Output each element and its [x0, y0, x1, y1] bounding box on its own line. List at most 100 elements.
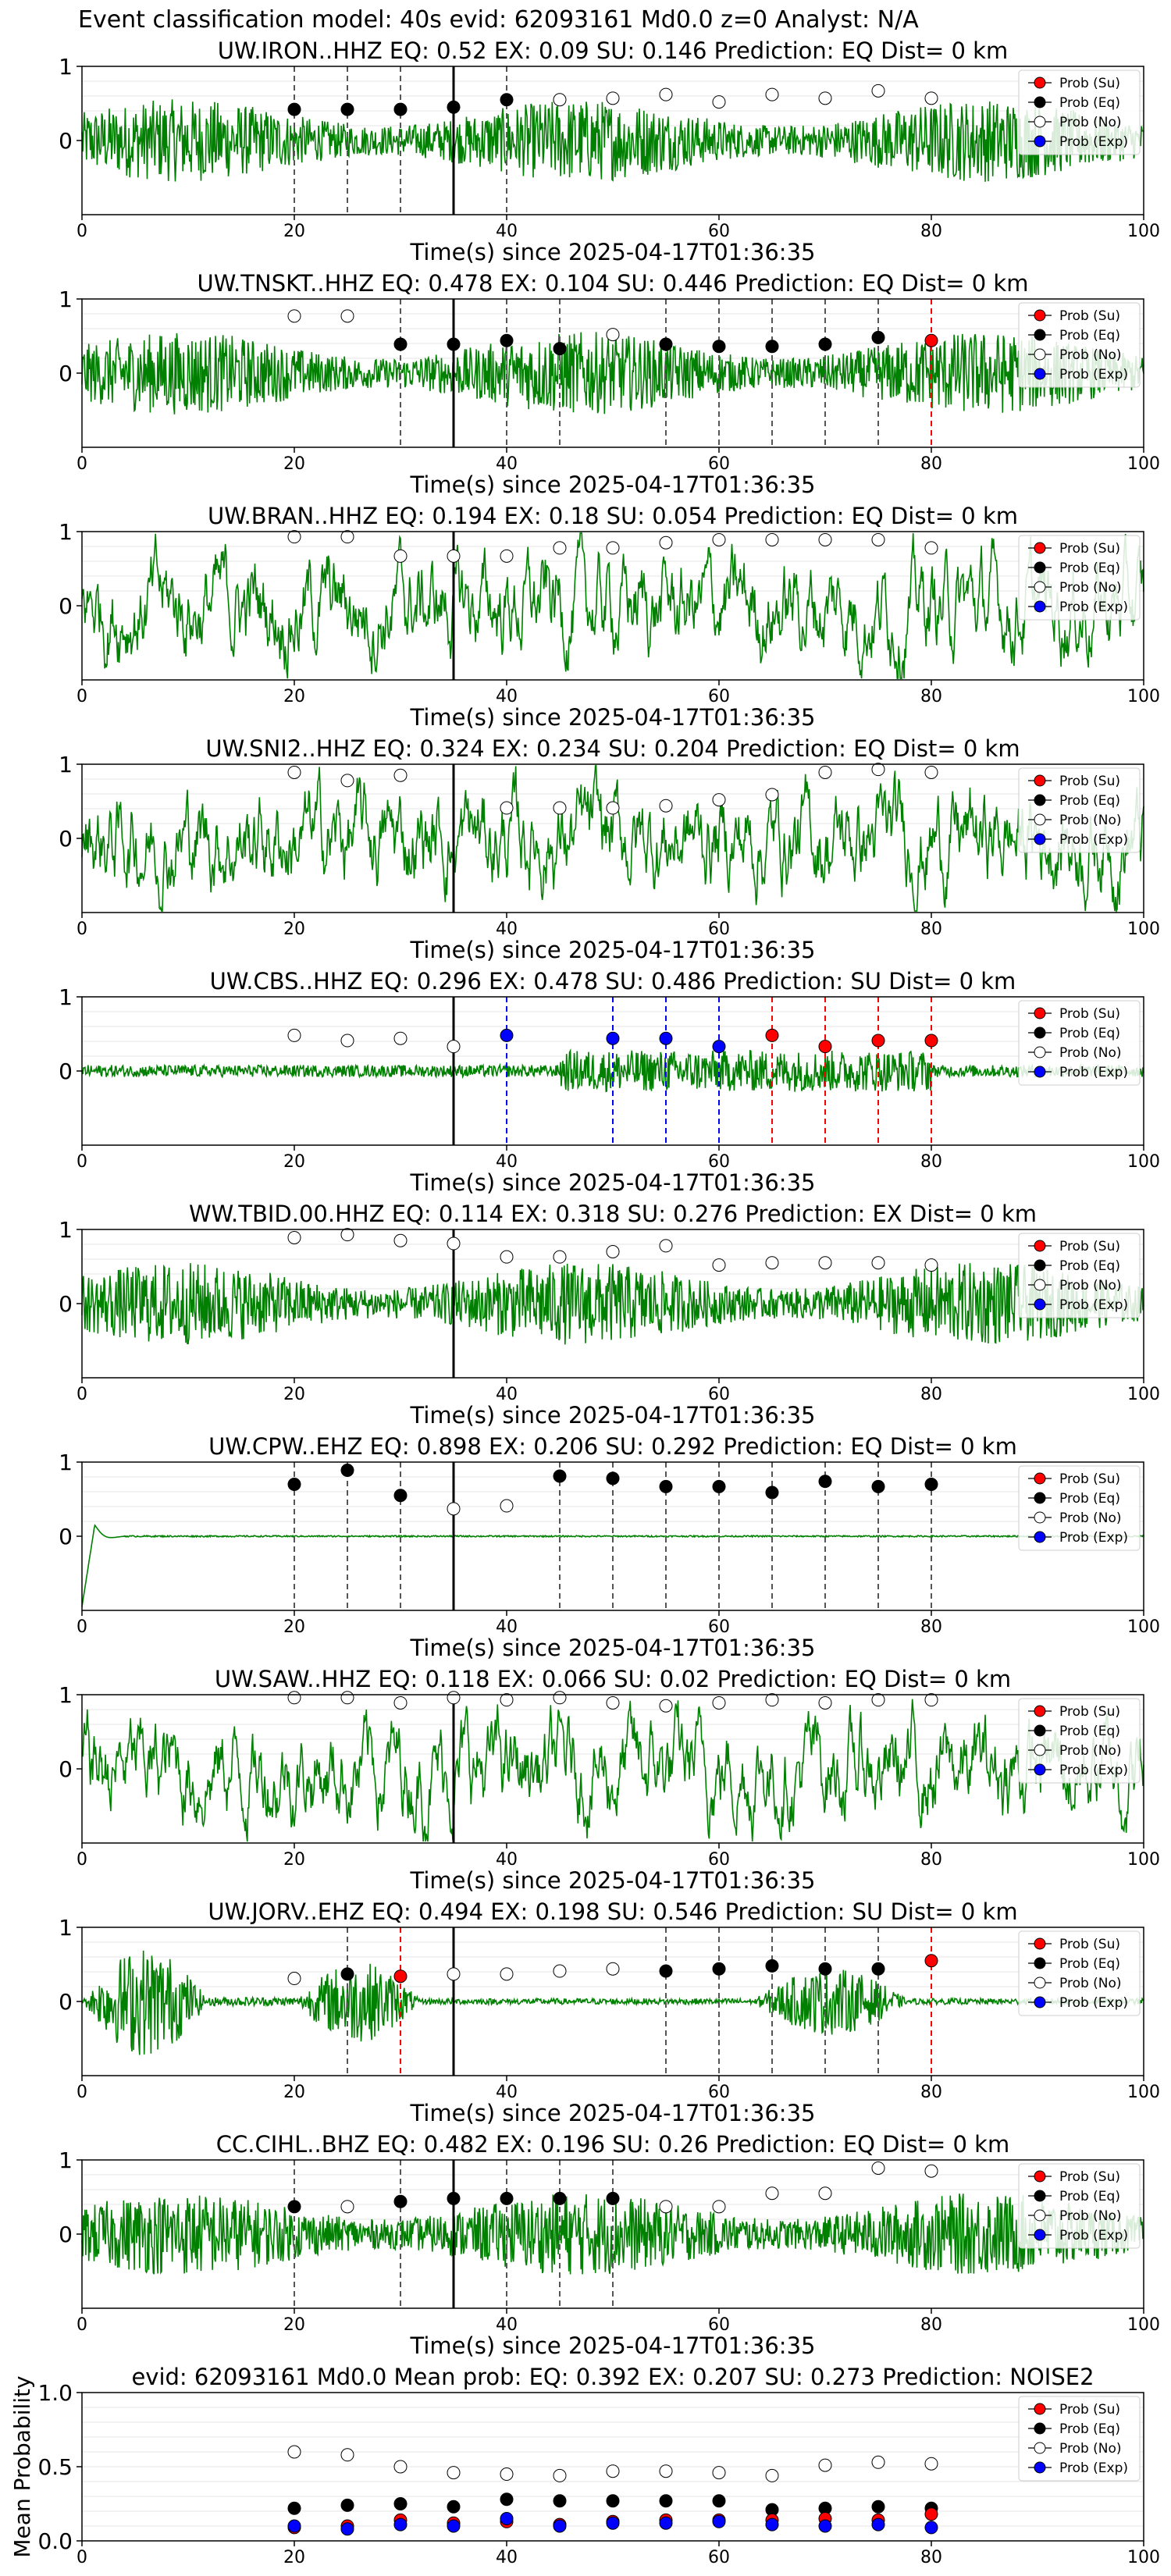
prob-marker: [447, 2191, 461, 2205]
prob-marker: [500, 93, 514, 107]
x-tick-label: 100: [1127, 2315, 1160, 2335]
legend-label: Prob (Su): [1059, 1704, 1120, 1720]
prob-marker: [393, 1969, 408, 1984]
prob-marker: [287, 2200, 301, 2214]
legend-marker: [1034, 1066, 1046, 1078]
x-tick-label: 20: [283, 2548, 305, 2567]
legend-marker: [1034, 2170, 1046, 2183]
mean-prob-marker: [393, 2497, 408, 2510]
prob-marker: [659, 799, 673, 813]
prob-marker: [340, 530, 354, 544]
prob-marker: [712, 1258, 726, 1272]
x-tick-label: 20: [283, 2315, 305, 2335]
legend-marker: [1034, 329, 1046, 341]
prob-marker: [606, 1245, 620, 1258]
legend-label: Prob (No): [1059, 2208, 1122, 2224]
prob-marker: [287, 1230, 301, 1244]
x-tick-label: 60: [708, 2548, 730, 2567]
y-tick-label: 1.0: [37, 2380, 73, 2406]
prob-marker: [659, 1699, 673, 1713]
x-tick-label: 0: [77, 687, 87, 706]
prob-marker: [924, 1693, 938, 1707]
prob-marker: [393, 1489, 408, 1503]
prob-marker: [287, 530, 301, 544]
prob-marker: [765, 1959, 779, 1973]
prob-marker: [447, 549, 461, 563]
legend-marker: [1034, 2229, 1046, 2241]
legend-marker: [1034, 1937, 1046, 1950]
prob-marker: [871, 1034, 885, 1048]
legend-marker: [1034, 1259, 1046, 1272]
x-tick-label: 40: [496, 920, 518, 939]
x-tick-label: 80: [920, 1152, 942, 1172]
y-tick-label: 1: [59, 2147, 73, 2173]
x-axis-label: Time(s) since 2025-04-17T01:36:35: [410, 1867, 816, 1894]
legend-label: Prob (Su): [1059, 308, 1120, 324]
legend-marker: [1034, 1996, 1046, 2008]
x-axis-label: Time(s) since 2025-04-17T01:36:35: [410, 937, 816, 963]
legend-marker: [1034, 833, 1046, 845]
mean-prob-marker: [606, 2494, 620, 2508]
prob-marker: [712, 793, 726, 807]
legend-label: Prob (Eq): [1059, 2421, 1120, 2437]
legend-marker: [1034, 368, 1046, 380]
x-tick-label: 60: [708, 1617, 730, 1637]
x-tick-label: 20: [283, 1152, 305, 1172]
mean-prob-marker: [340, 2522, 354, 2536]
prob-marker: [712, 1040, 726, 1054]
prob-marker: [765, 1693, 779, 1707]
legend-marker: [1034, 542, 1046, 554]
x-tick-label: 60: [708, 2083, 730, 2102]
x-tick-label: 20: [283, 687, 305, 706]
mean-prob-marker: [659, 2464, 673, 2478]
prob-marker: [287, 1028, 301, 1042]
x-tick-label: 100: [1127, 2548, 1160, 2567]
prob-marker: [818, 1962, 832, 1976]
legend-label: Prob (Su): [1059, 541, 1120, 557]
y-tick-label: 0.5: [37, 2454, 73, 2480]
legend-label: Prob (Su): [1059, 1937, 1120, 1952]
panel-title: UW.CBS..HHZ EQ: 0.296 EX: 0.478 SU: 0.48…: [210, 968, 1016, 994]
prob-marker: [447, 1967, 461, 1981]
legend-label: Prob (Eq): [1059, 1956, 1120, 1972]
prob-marker: [712, 532, 726, 546]
prob-marker: [553, 1250, 567, 1264]
prob-marker: [553, 1691, 567, 1705]
y-tick-label: 0: [59, 1524, 73, 1550]
panel-2: UW.BRAN..HHZ EQ: 0.194 EX: 0.18 SU: 0.05…: [59, 503, 1160, 731]
prob-marker: [393, 549, 408, 563]
mean-prob-marker: [287, 2501, 301, 2515]
prob-marker: [765, 788, 779, 802]
x-tick-label: 0: [77, 1152, 87, 1172]
legend-label: Prob (Eq): [1059, 560, 1120, 576]
x-tick-label: 100: [1127, 1152, 1160, 1172]
figure-title: Event classification model: 40s evid: 62…: [78, 6, 919, 34]
mean-prob-marker: [500, 2467, 514, 2481]
x-tick-label: 100: [1127, 1850, 1160, 1870]
prob-marker: [553, 541, 567, 555]
legend-label: Prob (No): [1059, 1743, 1122, 1759]
prob-marker: [818, 337, 832, 351]
prob-marker: [447, 1691, 461, 1705]
prob-marker: [924, 765, 938, 779]
prob-marker: [606, 1695, 620, 1710]
prob-marker: [500, 1028, 514, 1042]
legend-label: Prob (No): [1059, 1510, 1122, 1526]
prob-marker: [553, 801, 567, 815]
panel-title: UW.CPW..EHZ EQ: 0.898 EX: 0.206 SU: 0.29…: [208, 1433, 1017, 1460]
mean-prob-marker: [553, 2468, 567, 2482]
legend-label: Prob (Eq): [1059, 1026, 1120, 1041]
x-tick-label: 60: [708, 1152, 730, 1172]
legend-marker: [1034, 2403, 1046, 2415]
legend-label: Prob (No): [1059, 1278, 1122, 1293]
prob-marker: [712, 95, 726, 109]
prob-marker: [553, 342, 567, 356]
x-tick-label: 80: [920, 1385, 942, 1404]
prob-marker: [924, 1034, 938, 1048]
legend-marker: [1034, 1492, 1046, 1504]
mean-prob-marker: [871, 2455, 885, 2469]
prob-marker: [340, 774, 354, 788]
prob-marker: [393, 337, 408, 351]
x-tick-label: 40: [496, 1850, 518, 1870]
prob-marker: [924, 541, 938, 555]
